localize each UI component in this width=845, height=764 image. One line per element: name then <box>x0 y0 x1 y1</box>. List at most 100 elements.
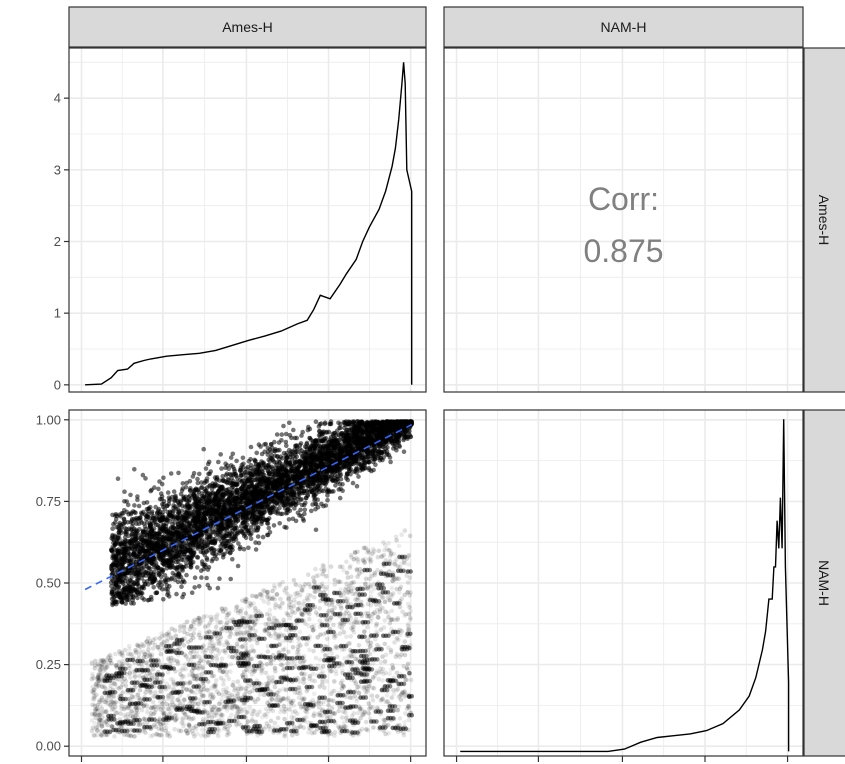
column-strip-ames: Ames-H <box>68 6 427 48</box>
scatter-point <box>141 585 147 591</box>
panel-density-ames <box>68 47 427 393</box>
scatter-point <box>259 459 264 464</box>
panel-density-ames-grid <box>69 48 426 392</box>
scatter-point <box>161 475 166 481</box>
scatter-point <box>175 579 181 585</box>
scatter-point <box>262 442 267 447</box>
scatter-point <box>325 493 330 498</box>
scatter-point <box>113 554 118 560</box>
scatter-point <box>209 486 215 492</box>
scatter-point <box>202 552 208 558</box>
scatter-point <box>235 487 240 493</box>
scatter-point <box>191 542 197 548</box>
scatter-point <box>274 432 280 437</box>
scatter-point <box>135 497 140 503</box>
scatter-point <box>176 470 181 476</box>
scatter-point <box>225 524 230 530</box>
scatter-point <box>317 442 322 448</box>
scatter-point <box>164 583 170 588</box>
scatter-point <box>283 431 289 437</box>
scatter-point <box>344 476 349 481</box>
scatter-point <box>155 583 161 588</box>
scatter-point <box>325 497 330 503</box>
scatter-point <box>219 466 224 471</box>
scatter-point <box>163 586 169 592</box>
density-curve-ames <box>85 62 413 386</box>
scatter-point <box>246 528 251 533</box>
scatter-point <box>272 448 278 454</box>
scatter-point <box>279 432 285 437</box>
scatter-point <box>328 421 333 427</box>
scatter-point <box>253 540 258 545</box>
scatter-point <box>271 523 277 528</box>
scatter-point <box>141 597 147 602</box>
scatter-point <box>121 521 127 526</box>
scatter-point <box>129 601 134 606</box>
scatter-point <box>249 516 255 522</box>
scatter-point <box>302 507 308 513</box>
scatter-point <box>265 468 271 474</box>
scatter-point <box>134 587 140 592</box>
scatter-point <box>313 527 319 533</box>
scatter-point <box>135 540 140 546</box>
scatter-point <box>173 506 179 511</box>
scatter-point <box>133 554 139 560</box>
scatter-point <box>337 495 343 501</box>
scatter-point <box>109 583 114 589</box>
scatter-point <box>248 532 253 538</box>
scatter-point <box>214 556 219 562</box>
scatter-point <box>185 529 191 535</box>
scatter-point <box>192 497 198 502</box>
scatter-point <box>126 553 131 559</box>
scatter-point <box>180 594 185 600</box>
scatter-point <box>157 496 163 502</box>
scatter-point <box>171 489 177 494</box>
scatter-point <box>204 503 209 509</box>
scatter-point <box>151 585 156 590</box>
scatter-point <box>397 444 403 449</box>
scatter-point <box>205 461 211 467</box>
scatter-point <box>254 509 260 515</box>
scatter-point <box>230 464 236 470</box>
row-strip-nam-label: NAM-H <box>816 560 832 606</box>
correlation-label: Corr: <box>588 181 659 217</box>
scatter-point <box>213 528 219 533</box>
scatter-point <box>156 571 161 576</box>
scatter-point <box>281 423 286 429</box>
scatter-point <box>201 539 207 545</box>
scatter-point <box>333 483 338 488</box>
scatter-point <box>122 489 127 495</box>
scatter-point <box>373 431 378 437</box>
scatter-point <box>338 476 344 482</box>
scatter-point <box>309 508 314 514</box>
scatter-point <box>267 529 273 535</box>
scatter-point <box>181 551 187 557</box>
scatter-point <box>138 518 143 523</box>
scatter-point <box>150 537 155 543</box>
scatter-point <box>142 524 148 529</box>
scatter-point <box>322 420 328 426</box>
scatter-point <box>199 511 204 517</box>
scatter-point <box>268 442 274 447</box>
scatter-point <box>240 455 246 461</box>
scatter-point <box>158 579 163 584</box>
scatter-point <box>114 563 120 568</box>
scatter-point <box>291 427 296 433</box>
scatter-point <box>224 471 230 477</box>
scatter-point <box>187 487 193 493</box>
scatter-point <box>251 528 257 533</box>
scatter-point <box>233 517 239 523</box>
scatter-point <box>362 440 367 446</box>
scatter-point <box>379 431 385 437</box>
scatter-point <box>117 520 122 526</box>
scatter-point <box>279 464 284 470</box>
scatter-point <box>179 584 184 589</box>
scatter-point <box>164 529 170 535</box>
scatter-point <box>273 485 279 491</box>
scatter-point <box>184 480 189 486</box>
scatter-point <box>132 467 137 472</box>
scatter-point <box>241 546 247 552</box>
scatter-point <box>189 590 195 595</box>
row-strip-ames-box <box>803 47 845 393</box>
scatter-point <box>284 472 289 477</box>
